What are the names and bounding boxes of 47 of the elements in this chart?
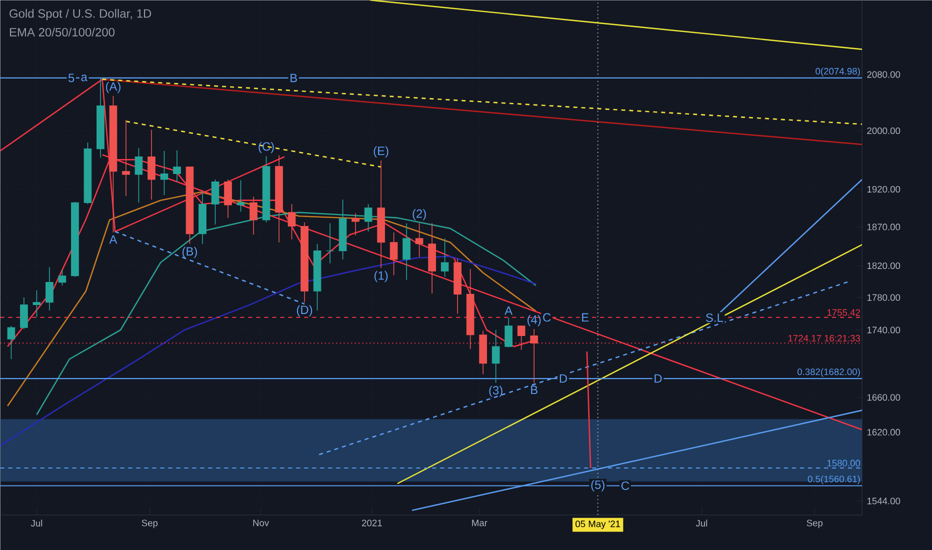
annotation: (4) [528,314,541,326]
x-tick-label: Sep [806,520,823,528]
annotation: C [543,313,551,322]
x-tick-label: Nov [253,520,270,526]
y-tick-label: 1620.00 [867,428,900,436]
ref-line-label: 0(2074.98) [816,68,860,76]
annotation: (1) [374,270,388,282]
ref-line-label: 05 May '21 [576,520,620,529]
annotation: A [109,235,118,244]
ref-line-label: 0.382(1682.00) [797,368,860,377]
annotation: (2) [412,209,426,220]
y-tick-label: 2000.00 [867,127,900,134]
x-tick-label: 2021 [362,520,382,526]
annotation: (A) [106,82,120,94]
annotation: (D) [296,305,312,316]
annotation: C [621,481,630,490]
x-tick-label: Jul [30,520,42,526]
annotation: (5) [591,480,604,492]
annotation: (E) [374,146,388,158]
text: Gold Spot / U.S. Dollar, 1D [10,8,152,20]
annotation: (C) [258,142,274,154]
ref-line-label: 1580.00 [827,460,860,466]
annotation: A [504,306,513,315]
annotation: a [81,74,88,82]
annotation: B [290,74,297,82]
y-tick-label: 1660.00 [867,394,900,401]
y-tick-label: 1544.00 [867,498,900,504]
annotation: E [582,313,589,322]
y-tick-label: 2080.00 [867,71,900,78]
annotation: (3) [489,386,502,397]
annotation: B [531,386,538,394]
y-tick-label: 1820.00 [867,262,900,269]
annotation: (B) [182,246,198,258]
annotation: D [560,374,567,383]
y-tick-label: 1780.00 [867,294,900,301]
annotation: D [654,374,662,383]
x-tick-label: Sep [142,520,158,528]
y-tick-label: 1870.00 [867,224,900,230]
y-tick-label: 1920.00 [867,186,900,192]
annotation: 5 [68,74,74,82]
ref-line-label: 1755.42 [827,309,860,316]
ref-line-label: 0.5(1560.61) [808,475,860,484]
ref-line-label: 1724.17 16:21:33 [788,334,860,342]
x-tick-label: Jul [696,520,708,526]
x-tick-label: Mar [472,520,488,526]
text: EMA 20/50/100/200 [10,28,115,36]
y-tick-label: 1740.00 [867,326,900,334]
